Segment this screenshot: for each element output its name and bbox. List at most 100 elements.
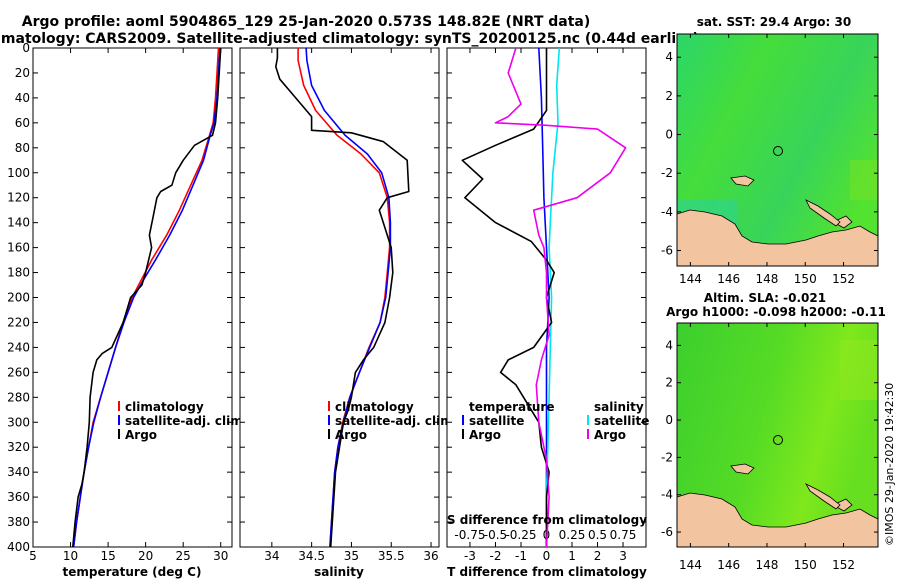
legend-label-s-satellite: satellite [594,414,649,428]
map-y-tick-label: 0 [665,413,673,427]
x-tick-label: 10 [63,549,78,563]
y-tick-label: 20 [15,66,30,80]
sla-map: Altim. SLA: -0.021 Argo h1000: -0.098 h2… [661,291,886,572]
difference-ticks: -3 -2 -1 0 1 2 3-0.75-0.5-0.25 0 0.25 0.5 0.75 [447,47,646,563]
argo-position-marker [773,435,783,445]
legend-label-satellite: satellite-adj. clim. [335,414,457,428]
top-x-tick-label: 0.5 [588,528,607,542]
imos-credit: ©IMOS 29-Jan-2020 19:42:30 [883,383,896,546]
legend-label-argo: Argo [125,428,157,442]
argo-position-marker [773,146,783,156]
map-x-tick-label: 152 [832,272,855,286]
legend-label-t-satellite: satellite [469,414,524,428]
legend-title-salinity: salinity [594,400,644,414]
temperature-ticks: 0 20 40 60 80 100 120 140 160 180 200 220 240 260 280 3… [7,41,232,563]
sst-warm-patch [850,160,878,200]
difference-legend: temperature satellite Argo salinity sate… [462,400,649,442]
title-line-1: Argo profile: aoml 5904865_129 25-Jan-20… [22,14,591,30]
legend-label-climatology: climatology [125,400,204,414]
map-x-tick-label: 144 [679,558,702,572]
map-y-tick-label: -4 [661,205,673,219]
top-x-tick-label: -0.75 [454,528,485,542]
y-tick-label: 120 [7,191,30,205]
series-argo [274,48,410,547]
map-x-tick-label: 150 [794,272,817,286]
y-tick-label: 200 [7,291,30,305]
x-tick-label: 1 [568,549,576,563]
salinity-xlabel: salinity [314,565,364,579]
top-x-tick-label: 0.25 [559,528,586,542]
map-x-tick-label: 152 [832,558,855,572]
y-tick-label: 180 [7,266,30,280]
difference-lines [461,48,627,547]
x-tick-label: 36 [423,549,438,563]
legend-label-satellite: satellite-adj. clim. [125,414,247,428]
salinity-axes-box [239,47,440,548]
map-y-tick-label: -4 [661,488,673,502]
sla-map-title-1: Altim. SLA: -0.021 [704,291,826,305]
y-tick-label: 160 [7,241,30,255]
y-tick-label: 360 [7,490,30,504]
new-britain-land [805,199,841,227]
top-x-tick-label: -0.25 [505,528,536,542]
y-tick-label: 140 [7,216,30,230]
y-tick-label: 220 [7,315,30,329]
y-tick-label: 0 [22,41,30,55]
island-land [832,215,853,229]
x-tick-label: 35.5 [378,549,405,563]
y-tick-label: 100 [7,166,30,180]
manus-island-land [730,175,755,187]
new-guinea-land [677,492,878,547]
x-tick-label: -1 [515,549,527,563]
y-tick-label: 400 [7,540,30,554]
y-tick-label: 340 [7,465,30,479]
difference-xlabel: T difference from climatology [447,565,647,579]
legend-title-temperature: temperature [469,400,554,414]
map-x-tick-label: 144 [679,272,702,286]
map-y-tick-label: -2 [661,166,673,180]
sst-map-frame [676,33,879,267]
sla-high-patch [840,340,878,400]
island-land [832,498,853,512]
series-salinity-satellite [545,48,561,547]
legend-label-climatology: climatology [335,400,414,414]
map-x-tick-label: 148 [756,558,779,572]
x-tick-label: 3 [619,549,627,563]
sst-map-title: sat. SST: 29.4 Argo: 30 [697,15,851,29]
legend-label-s-argo: Argo [594,428,626,442]
map-x-tick-label: 146 [717,558,740,572]
top-x-tick-label: 0.75 [610,528,637,542]
manus-island-land [730,463,755,475]
sla-map-title-2: Argo h1000: -0.098 h2000: -0.11 [666,305,886,319]
y-tick-label: 260 [7,365,30,379]
map-y-tick-label: 0 [665,128,673,142]
map-y-tick-label: 4 [665,338,673,352]
map-y-tick-label: -2 [661,450,673,464]
new-guinea-land [677,209,878,266]
map-y-tick-label: -6 [661,244,673,258]
x-tick-label: 15 [100,549,115,563]
map-y-tick-label: -6 [661,525,673,539]
y-tick-label: 240 [7,340,30,354]
salinity-panel: 34 34.5 35 35.5 36 salinity climatology sate… [239,47,457,579]
x-tick-label: 5 [29,549,37,563]
legend-label-t-argo: Argo [469,428,501,442]
series-satellite-adj-clim [305,48,392,547]
x-tick-label: 35 [344,549,359,563]
x-tick-label: 25 [176,549,191,563]
x-tick-label: 0 [543,549,551,563]
x-tick-label: 34 [264,549,279,563]
x-tick-label: 2 [594,549,602,563]
title-line-2: Climatology: CARS2009. Satellite-adjuste… [0,31,699,47]
series-temperature-argo [461,48,556,547]
x-tick-label: -3 [464,549,476,563]
top-x-tick-label: -0.5 [484,528,507,542]
sst-map-ticks: 144 146 148 150 152 -6 -4 -2 0 2 4 [661,34,878,286]
series-salinity-argo [494,48,627,547]
y-tick-label: 40 [15,91,30,105]
y-tick-label: 80 [15,141,30,155]
series-argo [72,48,222,547]
difference-top-xlabel: S difference from climatology [447,513,647,527]
map-y-tick-label: 2 [665,376,673,390]
